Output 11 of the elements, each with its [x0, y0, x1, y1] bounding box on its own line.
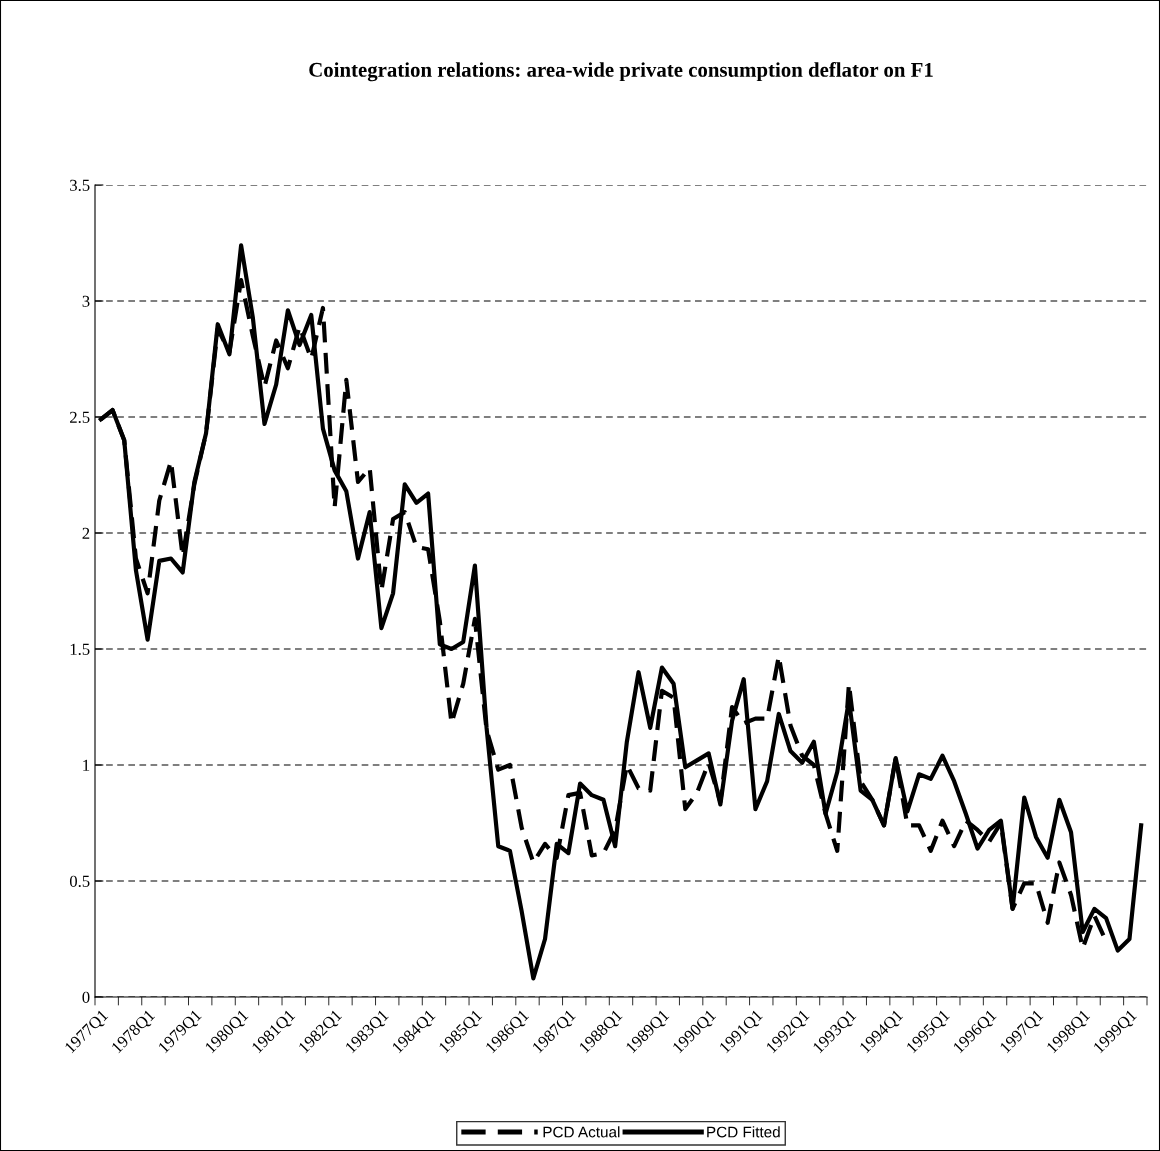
legend-label: PCD Fitted [707, 1126, 780, 1138]
y-tick-label: 2.5 [70, 411, 90, 424]
y-tick-label: 3.5 [70, 179, 90, 192]
y-tick-label: 3 [82, 295, 90, 307]
y-tick-label: 1.5 [70, 643, 90, 656]
chart-title: Cointegration relations: area-wide private consumption deflator on F1 [309, 62, 933, 82]
y-tick-label: 0.5 [69, 875, 90, 888]
y-tick-label: 1 [83, 759, 90, 771]
y-tick-label: 2 [82, 527, 90, 539]
legend-label: PCD Actual [543, 1126, 620, 1138]
y-tick-label: 0 [82, 991, 90, 1003]
